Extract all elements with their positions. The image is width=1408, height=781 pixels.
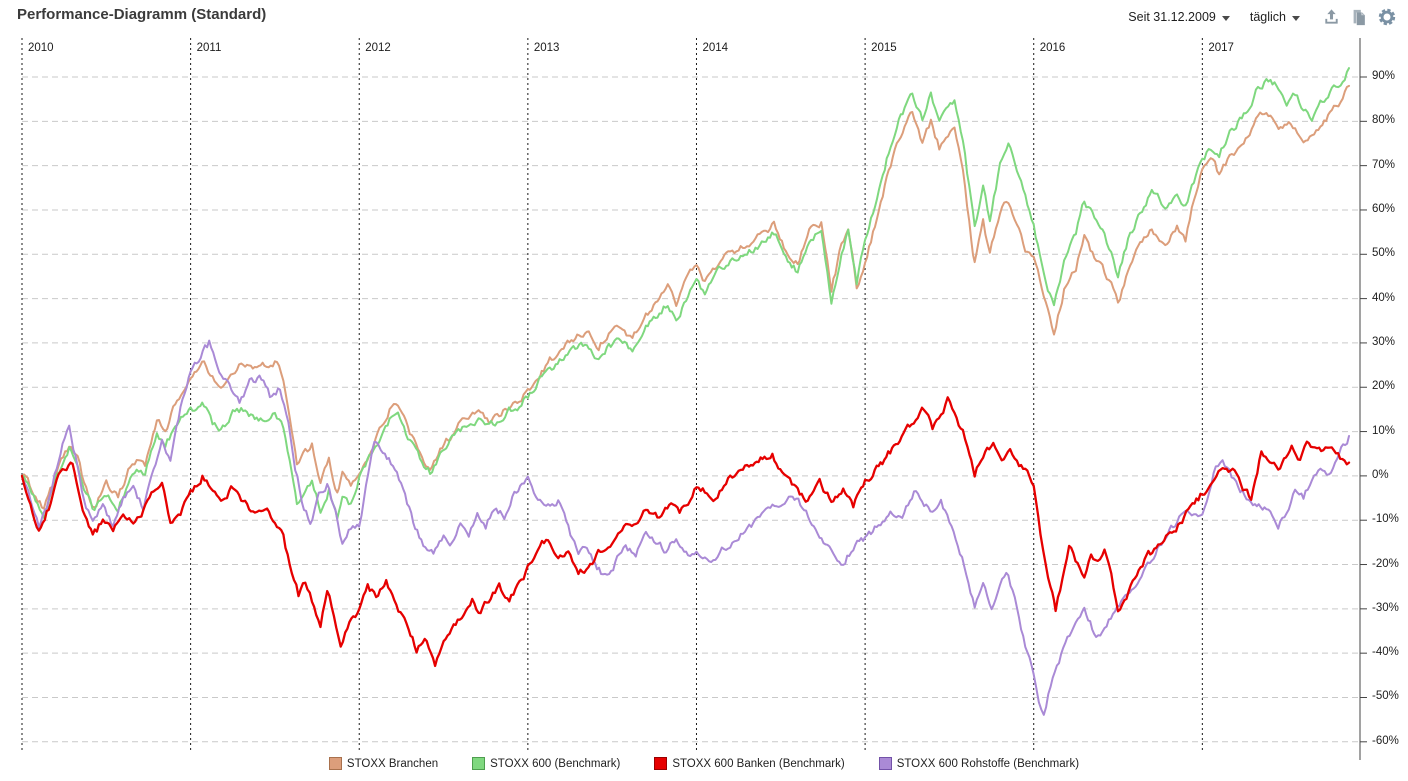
legend-swatch [654,757,668,770]
interval-dropdown[interactable]: täglich [1249,10,1286,24]
chevron-down-icon[interactable] [1221,15,1230,21]
x-axis-year-label: 2016 [1039,42,1066,54]
y-axis-tick-label: 80% [1372,114,1396,127]
x-axis-year-label: 2011 [196,42,222,54]
y-axis [1359,38,1367,760]
series-line-4 [21,339,1350,716]
legend-label: STOXX Branchen [346,757,439,770]
y-axis-tick-label: 50% [1372,247,1396,260]
series-line-1 [21,84,1350,510]
y-axis-tick-label: -60% [1372,734,1399,747]
legend-label: STOXX 600 (Benchmark) [490,757,621,770]
y-axis-tick-label: 40% [1372,291,1396,304]
export-icon[interactable] [1320,7,1342,27]
legend-item-1[interactable]: STOXX Branchen [328,757,439,770]
y-axis-tick-label: -40% [1372,646,1399,659]
legend: STOXX Branchen STOXX 600 (Benchmark) STOXX… [0,757,1408,770]
y-axis-tick-label: 30% [1372,335,1396,348]
series-lines [20,67,1351,716]
page-title: Performance-Diagramm (Standard) [17,6,267,23]
legend-label: STOXX 600 Banken (Benchmark) [672,757,845,770]
x-axis-year-label: 2017 [1208,42,1234,54]
horizontal-gridlines [22,76,1360,743]
y-axis-tick-label: 70% [1372,158,1396,171]
copy-icon[interactable] [1348,7,1370,27]
x-axis-year-label: 2015 [871,42,897,54]
legend-swatch [328,757,342,770]
y-axis-tick-label: -50% [1372,690,1399,703]
y-axis-tick-label: 60% [1372,202,1396,215]
y-axis-tick-label: -10% [1372,513,1399,526]
y-axis-tick-label: -30% [1372,601,1399,614]
series-line-2 [21,67,1350,520]
x-axis-year-label: 2012 [365,42,391,54]
x-axis-year-label: 2010 [28,42,54,54]
settings-icon[interactable] [1376,7,1398,27]
y-axis-tick-label: 10% [1372,424,1396,437]
legend-swatch [878,757,892,770]
y-axis-tick-label: 20% [1372,380,1396,393]
legend-item-2[interactable]: STOXX 600 (Benchmark) [472,757,620,770]
series-line-3 [20,396,1351,668]
legend-label: STOXX 600 Rohstoffe (Benchmark) [896,757,1080,770]
y-axis-tick-label: -20% [1372,557,1399,570]
since-dropdown[interactable]: Seit 31.12.2009 [1128,10,1216,24]
legend-item-3[interactable]: STOXX 600 Banken (Benchmark) [654,757,845,770]
legend-swatch [472,757,486,770]
x-axis-year-label: 2013 [533,42,560,54]
chevron-down-icon[interactable] [1292,15,1300,21]
legend-item-4[interactable]: STOXX 600 Rohstoffe (Benchmark) [878,757,1080,770]
y-axis-tick-label: 90% [1372,70,1396,82]
vertical-gridlines [21,38,1203,752]
x-axis-year-label: 2014 [702,42,729,54]
header-controls: Seit 31.12.2009 täglich [1128,7,1398,27]
y-axis-tick-label: 0% [1372,468,1389,481]
